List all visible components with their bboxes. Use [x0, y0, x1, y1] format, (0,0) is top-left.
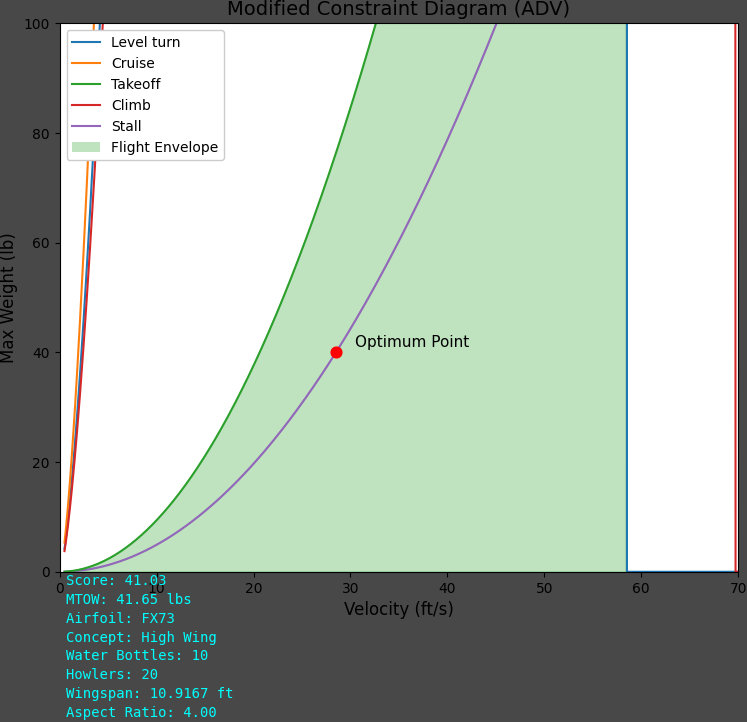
Climb	[731, 567, 740, 576]
Legend: Level turn, Cruise, Takeoff, Climb, Stall, Flight Envelope: Level turn, Cruise, Takeoff, Climb, Stal…	[66, 30, 224, 160]
Line: Level turn: Level turn	[64, 0, 738, 572]
Title: Modified Constraint Diagram (ADV): Modified Constraint Diagram (ADV)	[227, 0, 571, 19]
Y-axis label: Max Weight (lb): Max Weight (lb)	[0, 232, 18, 363]
Level turn	[60, 544, 69, 553]
Text: Howlers: 20: Howlers: 20	[66, 668, 158, 682]
Climb	[60, 547, 69, 555]
Cruise	[60, 538, 69, 547]
Point	[330, 347, 342, 358]
Text: Water Bottles: 10: Water Bottles: 10	[66, 649, 209, 664]
Text: Aspect Ratio: 4.00: Aspect Ratio: 4.00	[66, 705, 217, 720]
Line: Cruise: Cruise	[64, 0, 738, 542]
Stall	[332, 347, 341, 355]
Text: MTOW: 41.65 lbs: MTOW: 41.65 lbs	[66, 593, 192, 607]
Takeoff	[332, 146, 341, 155]
Takeoff	[357, 69, 366, 77]
Line: Takeoff: Takeoff	[64, 0, 738, 572]
Stall	[60, 567, 69, 576]
Line: Stall: Stall	[64, 0, 738, 572]
Climb	[734, 567, 743, 576]
Line: Climb: Climb	[64, 0, 738, 572]
Level turn	[734, 567, 743, 576]
Text: Score: 41.03: Score: 41.03	[66, 574, 167, 588]
Stall	[128, 552, 137, 560]
Text: Concept: High Wing: Concept: High Wing	[66, 630, 217, 645]
Text: Wingspan: 10.9167 ft: Wingspan: 10.9167 ft	[66, 687, 234, 701]
Text: Airfoil: FX73: Airfoil: FX73	[66, 612, 176, 626]
Takeoff	[128, 538, 137, 547]
Level turn	[622, 567, 631, 576]
Takeoff	[60, 567, 69, 576]
Text: Optimum Point: Optimum Point	[356, 335, 470, 350]
X-axis label: Velocity (ft/s): Velocity (ft/s)	[344, 601, 454, 619]
Stall	[357, 306, 366, 315]
